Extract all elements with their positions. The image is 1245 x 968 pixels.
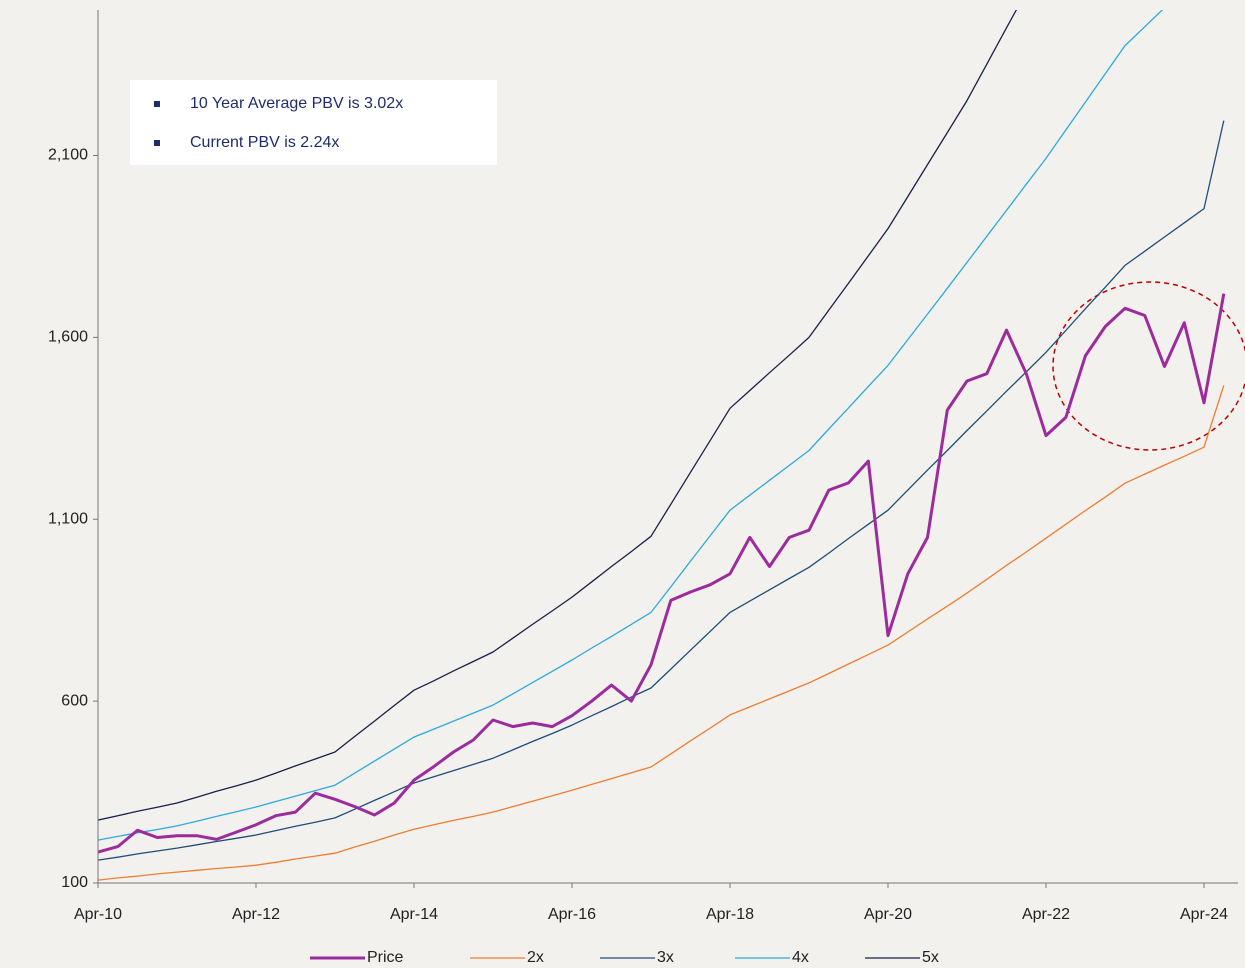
bullet	[154, 140, 160, 146]
x-tick-label: Apr-14	[390, 906, 438, 923]
series-line	[98, 10, 1164, 841]
legend-label: 3x	[657, 949, 674, 966]
y-tick-label: 100	[61, 874, 88, 891]
x-tick-label: Apr-18	[706, 906, 754, 923]
x-tick-label: Apr-16	[548, 906, 596, 923]
legend-label: 5x	[922, 949, 939, 966]
x-tick-label: Apr-10	[74, 906, 122, 923]
x-tick-label: Apr-24	[1180, 906, 1228, 923]
legend-label: Price	[367, 949, 404, 966]
annotation: 10 Year Average PBV is 3.02x	[190, 95, 403, 112]
series-line	[98, 120, 1225, 861]
legend-label: 2x	[527, 949, 544, 966]
bullet	[154, 101, 160, 107]
series-line	[98, 10, 1018, 821]
series-line	[98, 293, 1226, 854]
y-tick-label: 1,600	[48, 329, 88, 346]
highlight-circle	[1052, 281, 1245, 451]
y-tick-label: 2,100	[48, 147, 88, 164]
legend-label: 4x	[792, 949, 809, 966]
series-line	[98, 385, 1225, 881]
y-tick-label: 1,100	[48, 510, 88, 527]
x-tick-label: Apr-20	[864, 906, 912, 923]
annotation: Current PBV is 2.24x	[190, 134, 339, 151]
x-tick-label: Apr-22	[1022, 906, 1070, 923]
x-tick-label: Apr-12	[232, 906, 280, 923]
annotation-box	[130, 80, 497, 165]
y-tick-label: 600	[61, 692, 88, 709]
